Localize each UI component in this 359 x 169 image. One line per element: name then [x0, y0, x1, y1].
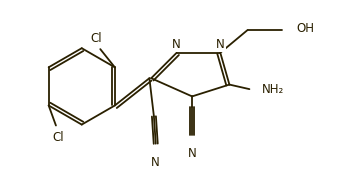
Text: OH: OH — [297, 22, 315, 35]
Text: Cl: Cl — [90, 32, 102, 45]
Text: N: N — [216, 38, 225, 51]
Text: NH₂: NH₂ — [262, 83, 284, 96]
Text: N: N — [151, 156, 160, 169]
Text: Cl: Cl — [52, 131, 64, 144]
Text: N: N — [172, 38, 181, 51]
Text: N: N — [188, 147, 196, 160]
